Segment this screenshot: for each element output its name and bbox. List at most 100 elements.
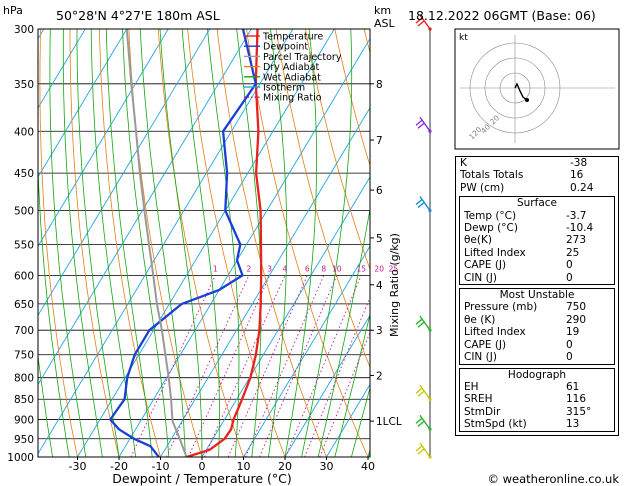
surface-value: 0 — [566, 259, 573, 272]
surface-row: CAPE (J) 0 — [460, 259, 614, 271]
wet-adiabat — [49, 29, 87, 457]
legend-label: Wet Adiabat — [263, 72, 321, 83]
index-value: 0.24 — [570, 181, 594, 194]
wind-barb — [415, 315, 432, 332]
mixing-ratio-label: 1 — [213, 264, 218, 273]
mixing-ratio-line — [245, 275, 325, 457]
isotherm — [0, 29, 2, 457]
x-tick-label: -10 — [152, 460, 170, 473]
dry-adiabat — [334, 29, 370, 167]
asl-label: ASL — [374, 17, 396, 30]
wind-barb — [415, 196, 432, 213]
km-tick-label: 1LCL — [376, 416, 402, 428]
index-value: 16 — [570, 169, 584, 182]
surface-section: Surface Temp (°C) -3.7 Dewp (°C) -10.4 θe(K)… — [459, 196, 615, 286]
footer-credit: © weatheronline.co.uk — [487, 472, 619, 486]
isotherm — [243, 245, 370, 457]
pressure-tick-label: 350 — [14, 79, 34, 91]
most-unstable-value: 19 — [566, 326, 580, 339]
pressure-tick-label: 1000 — [7, 452, 34, 464]
hodograph-stat-row: StmSpd (kt) 13 — [460, 418, 614, 430]
surface-label: CIN (J) — [464, 271, 497, 284]
hodograph-stat-row: StmDir 315° — [460, 406, 614, 418]
most-unstable-value: 750 — [566, 301, 587, 314]
mixing-ratio-label: 2 — [246, 264, 251, 273]
most-unstable-value: 0 — [566, 351, 573, 364]
wind-barb — [415, 414, 432, 431]
isotherm — [38, 29, 294, 455]
mixing-ratio-line — [259, 275, 338, 457]
wet-adiabat — [105, 29, 153, 457]
surface-title: Surface — [516, 197, 557, 210]
mixing-ratio-line — [285, 275, 362, 457]
index-label: Totals Totals — [460, 169, 524, 182]
index-row: PW (cm) 0.24 — [456, 182, 618, 194]
km-tick-label: 4 — [376, 280, 383, 292]
surface-value: 273 — [566, 234, 587, 247]
km-tick-label: 6 — [376, 185, 383, 197]
pressure-tick-label: 500 — [14, 206, 34, 218]
km-tick-label: 3 — [376, 325, 383, 337]
pressure-tick-label: 950 — [14, 434, 34, 446]
most-unstable-title: Most Unstable — [499, 289, 575, 302]
wet-adiabat — [62, 29, 103, 457]
pressure-tick-label: 450 — [14, 168, 34, 180]
hodograph-section: Hodograph EH 61 SREH 116 StmDir 315° StmSpd (k… — [459, 367, 615, 432]
index-row: K -38 — [456, 157, 618, 169]
wet-adiabat — [122, 29, 170, 457]
wind-barb — [415, 384, 432, 401]
wet-adiabat — [90, 29, 136, 457]
surface-row: θe(K) 273 — [460, 234, 614, 246]
surface-row: Lifted Index 25 — [460, 247, 614, 259]
hodograph-stat-row: SREH 116 — [460, 393, 614, 405]
pressure-tick-label: 400 — [14, 126, 34, 138]
pressure-tick-label: 600 — [14, 270, 34, 282]
dry-adiabat — [39, 29, 78, 457]
index-value: -38 — [570, 157, 588, 169]
x-tick-label: 20 — [278, 460, 292, 473]
legend-label: Isotherm — [263, 83, 305, 94]
wet-adiabat — [268, 29, 288, 457]
isotherm — [284, 314, 370, 457]
wet-adiabat — [317, 206, 370, 457]
most-unstable-label: θe (K) — [464, 313, 496, 326]
surface-row: Dewp (°C) -10.4 — [460, 222, 614, 234]
surface-label: CAPE (J) — [464, 259, 507, 272]
isotherm — [77, 29, 335, 457]
most-unstable-label: Lifted Index — [464, 326, 526, 339]
pressure-tick-label: 900 — [14, 415, 34, 427]
index-label: K — [460, 157, 467, 169]
surface-value: 0 — [566, 271, 573, 284]
km-tick-label: 8 — [376, 79, 383, 91]
mixing-ratio-label: 10 — [332, 264, 342, 273]
pressure-tick-label: 550 — [14, 239, 34, 251]
x-tick-label: -30 — [69, 460, 87, 473]
y-axis-label-mixing-ratio: Mixing Ratio (g/kg) — [388, 233, 401, 337]
pressure-tick-label: 800 — [14, 373, 34, 385]
surface-label: Lifted Index — [464, 246, 526, 259]
pressure-tick-label: 650 — [14, 299, 34, 311]
km-label: km — [374, 4, 391, 17]
surface-value: -3.7 — [566, 209, 587, 222]
wet-adiabat — [284, 29, 317, 457]
hodograph-stat-label: SREH — [464, 393, 493, 406]
most-unstable-row: CIN (J) 0 — [460, 351, 614, 363]
km-tick-label: 5 — [376, 233, 383, 245]
surface-label: Dewp (°C) — [464, 222, 518, 235]
wet-adiabat — [159, 29, 203, 457]
x-tick-label: 40 — [361, 460, 375, 473]
hodograph-stat-value: 61 — [566, 380, 580, 393]
mixing-ratio-label: 20 — [374, 264, 384, 273]
pressure-tick-label: 300 — [14, 24, 34, 36]
hodograph-stat-label: EH — [464, 380, 479, 393]
series-dewpoint — [109, 29, 257, 457]
mixing-ratio-label: 4 — [283, 264, 288, 273]
mixing-ratio-label: 15 — [356, 264, 366, 273]
x-tick-label: 10 — [237, 460, 251, 473]
index-label: PW (cm) — [460, 181, 505, 194]
mixing-ratio-label: 3 — [267, 264, 272, 273]
mixing-ratio-line — [130, 275, 216, 457]
hodograph-stat-value: 315° — [566, 405, 592, 418]
